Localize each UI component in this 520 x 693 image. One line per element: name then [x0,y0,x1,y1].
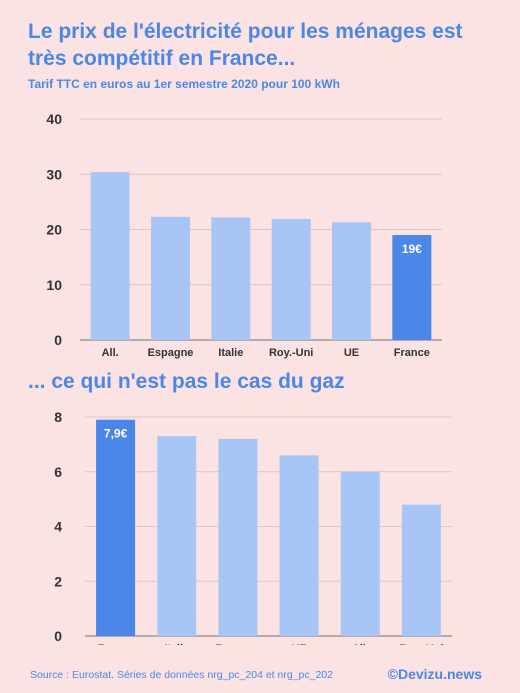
y-tick-label: 0 [54,628,62,644]
section-title-gas: ... ce qui n'est pas le cas du gaz [28,370,345,393]
bar-france [96,419,136,636]
bar-roy-uni [271,219,311,340]
bar-ue [279,455,319,636]
bar-italie [157,436,197,636]
y-tick-label: 2 [54,573,62,589]
electricity-price-chart: 0 10 20 30 40 All. Espagne Italie Roy.-Uni UE Fran… [46,111,442,359]
source-note: Source : Eurostat. Séries de données nrg… [30,669,333,681]
y-tick-label: 10 [46,277,62,293]
data-label: 7,9€ [104,427,128,441]
bar-ue [332,222,371,340]
chart-subtitle: Tarif TTC en euros au 1er semestre 2020 … [28,77,340,91]
brand-credit: ©Devizu.news [387,666,482,682]
x-tick-label: Espagne [148,347,194,359]
gas-price-chart: 0 2 4 6 8 France 7,9€ Italie Espagne UE All. Roy.-U… [54,409,452,645]
x-tick-label: Italie [164,643,189,645]
x-tick-label: France [98,643,134,645]
y-tick-label: 20 [46,222,62,238]
x-tick-label: Espagne [215,643,261,645]
page-title: Le prix de l'électricité pour les ménage… [28,20,463,70]
data-label: 19€ [402,242,422,256]
y-tick-label: 4 [54,519,62,535]
bar-espagne [218,438,258,636]
x-tick-label: UE [344,347,359,359]
y-tick-label: 6 [54,464,62,480]
y-tick-label: 0 [54,332,62,348]
x-tick-label: UE [291,643,306,645]
y-tick-label: 30 [46,166,62,182]
x-tick-label: Italie [218,347,243,359]
bar-all [340,471,380,636]
x-tick-label: Roy.-Uni [399,643,443,645]
bar-roy-uni [401,504,441,636]
x-tick-label: France [394,347,430,359]
bar-espagne [151,216,190,340]
x-tick-label: All. [102,347,119,359]
bar-france [392,235,432,340]
y-tick-label: 8 [54,409,62,425]
bar-italie [211,217,251,340]
bar-all [90,172,130,340]
x-tick-label: All. [352,643,369,645]
y-tick-label: 40 [46,111,62,127]
x-tick-label: Roy.-Uni [269,347,313,359]
